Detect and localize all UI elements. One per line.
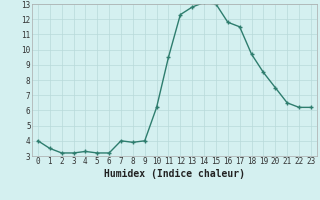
X-axis label: Humidex (Indice chaleur): Humidex (Indice chaleur) bbox=[104, 169, 245, 179]
